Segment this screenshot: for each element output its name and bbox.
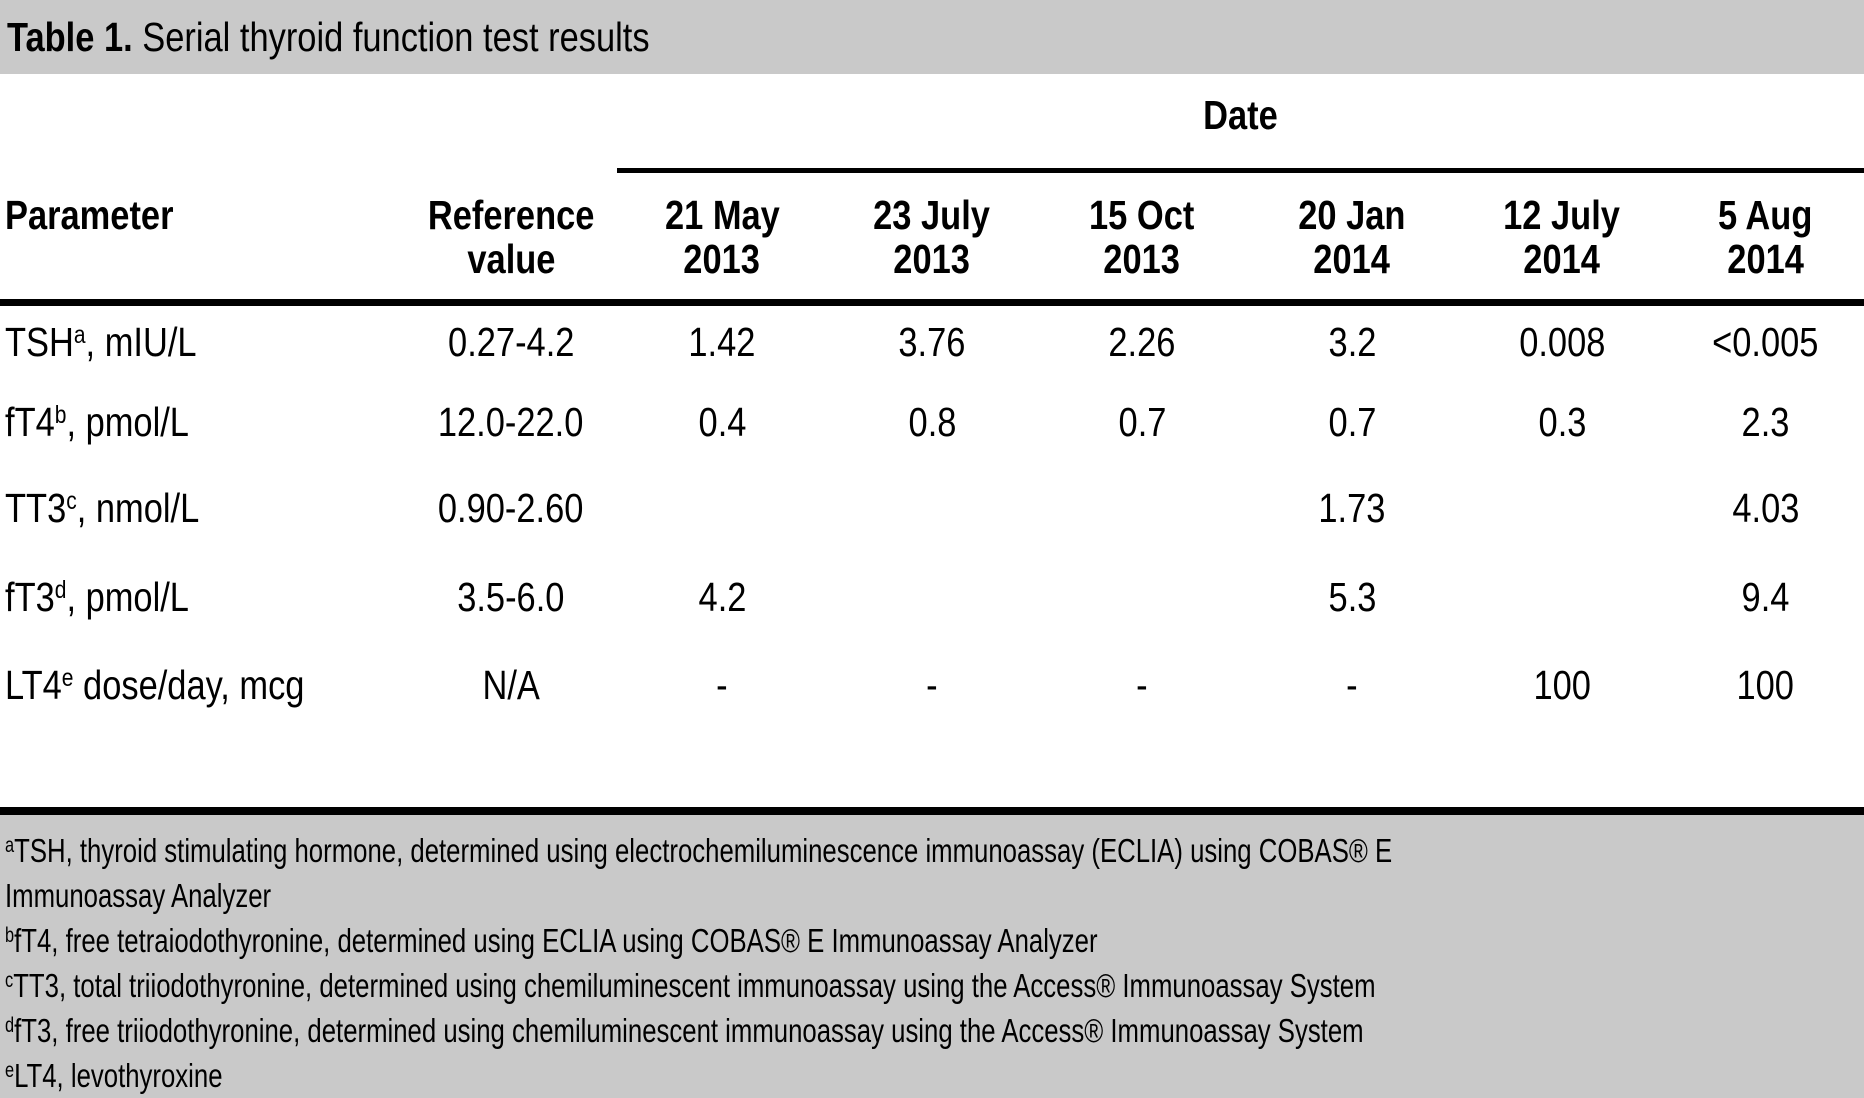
table-cell: 0.7 [1328, 399, 1376, 445]
table-title-bar: Table 1. Serial thyroid function test re… [0, 0, 1864, 74]
column-header-date-12-july-2014: 12 July 2014 [1503, 192, 1621, 282]
table-cell [617, 486, 827, 530]
table-row-ft4: fT4b, pmol/L 12.0-22.0 0.4 0.8 0.7 0.7 0… [0, 400, 1864, 444]
table-caption: Serial thyroid function test results [132, 14, 650, 60]
table-cell: 5.3 [1328, 574, 1376, 620]
footnote-marker: d [54, 576, 67, 604]
table-cell: N/A [482, 662, 540, 708]
table-cell: 0.27-4.2 [447, 319, 575, 365]
column-header-date-20-jan-2014: 20 Jan 2014 [1298, 192, 1406, 282]
table-cell: - [926, 662, 938, 708]
footnote-marker: b [54, 401, 67, 429]
table-cell [1037, 575, 1247, 619]
footnote-b: bfT4, free tetraiodothyronine, determine… [5, 922, 1098, 959]
table-cell: 3.76 [898, 319, 966, 365]
table-bottom-rule [0, 807, 1864, 815]
footnote-e: eLT4, levothyroxine [5, 1057, 223, 1094]
table-cell: 100 [1736, 662, 1795, 708]
table-cell: 2.3 [1741, 399, 1790, 445]
parameter-cell: LT4e dose/day, mcg [5, 662, 305, 708]
column-header-date-23-july-2013: 23 July 2013 [873, 192, 991, 282]
table-cell: 0.3 [1538, 399, 1586, 445]
parameter-cell: TT3c, nmol/L [5, 485, 200, 531]
table-cell: - [716, 662, 728, 708]
date-group-header: Date [1203, 92, 1278, 138]
footnote-a-line-2: Immunoassay Analyzer [5, 877, 272, 914]
parameter-cell: TSHa, mIU/L [5, 319, 197, 365]
column-header-date-21-may-2013: 21 May 2013 [664, 192, 780, 282]
column-header-reference: Reference value [427, 192, 595, 282]
table-cell [1457, 575, 1667, 619]
table-cell: 9.4 [1741, 574, 1790, 620]
table-title: Table 1. Serial thyroid function test re… [7, 0, 772, 74]
table-cell: - [1346, 662, 1358, 708]
footnote-marker: a [73, 321, 86, 349]
table-cell: 0.008 [1518, 319, 1606, 365]
header-bottom-rule [0, 299, 1864, 306]
date-group-rule [617, 168, 1864, 173]
parameter-cell: fT4b, pmol/L [5, 399, 189, 445]
footnotes: aTSH, thyroid stimulating hormone, deter… [5, 828, 1783, 1098]
table-cell [1037, 486, 1247, 530]
table-cell: 2.26 [1108, 319, 1176, 365]
table-cell: 4.2 [698, 574, 746, 620]
table-number: Table 1. [7, 14, 133, 60]
table-row-tsh: TSHa, mIU/L 0.27-4.2 1.42 3.76 2.26 3.2 … [0, 320, 1864, 364]
table-cell: 3.2 [1328, 319, 1376, 365]
table-cell: - [1136, 662, 1148, 708]
column-header-parameter: Parameter [5, 192, 174, 238]
footnote-marker: c [66, 487, 77, 515]
footnote-a-line-1: aTSH, thyroid stimulating hormone, deter… [5, 832, 1393, 869]
parameter-cell: fT3d, pmol/L [5, 574, 189, 620]
table-cell [827, 486, 1037, 530]
table-cell: 100 [1533, 662, 1591, 708]
table-row-tt3: TT3c, nmol/L 0.90-2.60 1.73 4.03 [0, 486, 1864, 530]
table-cell: 1.73 [1318, 485, 1386, 531]
table-cell [1457, 486, 1667, 530]
table-cell: 0.7 [1118, 399, 1166, 445]
column-header-date-5-aug-2014: 5 Aug 2014 [1718, 192, 1813, 282]
table-cell: 0.8 [908, 399, 956, 445]
table-row-lt4-dose: LT4e dose/day, mcg N/A - - - - 100 100 [0, 663, 1864, 707]
footnotes-band [0, 815, 1864, 1098]
table-cell: 4.03 [1731, 485, 1800, 531]
footnote-marker: e [61, 664, 74, 692]
table-cell: 3.5-6.0 [457, 574, 565, 620]
table-cell: 1.42 [688, 319, 756, 365]
footnote-c: cTT3, total triiodothyronine, determined… [5, 967, 1376, 1004]
table-row-ft3: fT3d, pmol/L 3.5-6.0 4.2 5.3 9.4 [0, 575, 1864, 619]
footnote-d: dfT3, free triiodothyronine, determined … [5, 1012, 1364, 1049]
column-header-date-15-oct-2013: 15 Oct 2013 [1089, 192, 1195, 282]
table-cell: 0.4 [698, 399, 746, 445]
table-cell: 0.90-2.60 [438, 485, 584, 531]
table-cell [827, 575, 1037, 619]
table-cell: 12.0-22.0 [438, 399, 584, 445]
table-cell: <0.005 [1712, 319, 1819, 365]
